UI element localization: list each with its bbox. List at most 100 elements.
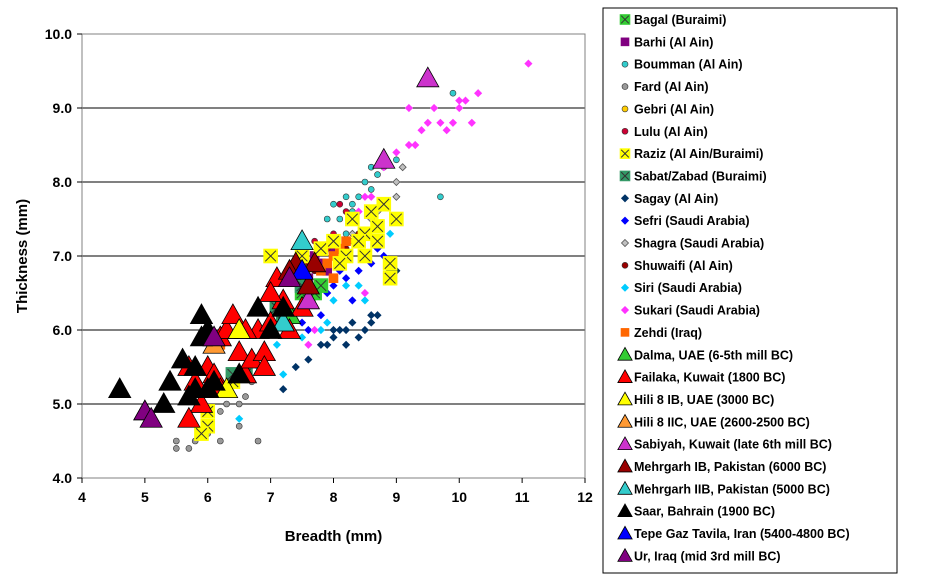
data-point [341, 236, 351, 246]
data-point [235, 414, 244, 423]
data-point [296, 288, 321, 310]
data-point [323, 340, 332, 349]
legend-entry: Sefri (Saudi Arabia) [620, 214, 750, 228]
legend-marker [617, 346, 633, 361]
data-point [290, 258, 314, 280]
data-point [246, 295, 270, 317]
data-point [227, 340, 251, 362]
data-point [360, 192, 370, 201]
legend-marker [620, 283, 630, 292]
data-point [158, 369, 182, 391]
data-point [139, 406, 163, 428]
data-point [221, 303, 245, 325]
data-point [374, 171, 381, 178]
data-point [392, 148, 401, 157]
series-9 [279, 266, 401, 394]
legend-label: Sukari (Saudi Arabia) [634, 304, 760, 318]
legend-label: Saar, Bahrain (1900 BC) [634, 505, 775, 519]
legend-entry: Sukari (Saudi Arabia) [620, 304, 760, 318]
data-point [449, 89, 457, 97]
legend-entry: Bagal (Buraimi) [619, 13, 726, 27]
data-point [202, 325, 226, 347]
legend-label: Siri (Saudi Arabia) [634, 281, 742, 295]
data-point [389, 211, 404, 227]
legend-entry: Dalma, UAE (6-5th mill BC) [617, 346, 793, 362]
data-point [348, 318, 357, 327]
legend-label: Shagra (Saudi Arabia) [634, 237, 764, 251]
data-point [152, 391, 176, 413]
legend-entry: Sagay (Al Ain) [620, 192, 718, 206]
data-point [258, 317, 283, 339]
data-point [332, 256, 348, 271]
data-point [398, 163, 407, 172]
data-point [367, 318, 376, 327]
axis-ticks: 4.0 5.0 6.0 7.0 8.0 9.0 10.0 4 5 6 7 8 9 10 11 12 [45, 26, 593, 505]
legend-marker [620, 37, 630, 47]
data-point [436, 118, 445, 127]
legend-entry: Hili 8 IB, UAE (3000 BC) [617, 391, 774, 407]
data-point [279, 370, 288, 379]
data-point [524, 59, 533, 68]
legend-marker [617, 503, 633, 518]
data-point [304, 355, 313, 364]
legend-entry: Lulu (Al Ain) [621, 125, 708, 139]
data-point [335, 325, 344, 335]
legend-label: Shuwaifi (Al Ain) [634, 259, 733, 273]
data-point [360, 325, 370, 335]
legend-marker [620, 238, 630, 248]
data-point [107, 377, 132, 399]
data-point [342, 340, 351, 349]
x-tick-label: 8 [330, 489, 338, 505]
data-point [202, 369, 226, 391]
x-tick-label: 7 [267, 489, 275, 505]
legend-label: Mehrgarh IB, Pakistan (6000 BC) [634, 460, 826, 474]
legend-label: Boumman (Al Ain) [634, 58, 743, 72]
data-point [258, 280, 283, 302]
legend-box [602, 7, 898, 574]
legend-marker [621, 262, 629, 269]
y-tick-label: 6.0 [53, 322, 73, 338]
legend-label: Hili 8 IIC, UAE (2600-2500 BC) [634, 415, 810, 429]
data-point [423, 118, 432, 127]
data-point [351, 233, 366, 249]
data-point [304, 325, 313, 335]
data-point [194, 426, 209, 441]
legend-marker [617, 436, 633, 450]
legend-marker [620, 216, 630, 225]
legend-label: Bagal (Buraimi) [634, 13, 726, 27]
legend-marker [621, 127, 629, 135]
legend-entry: Sabat/Zabad (Buraimi) [619, 169, 767, 183]
legend-entry: Ur, Iraq (mid 3rd mill BC) [617, 547, 781, 563]
data-point [302, 251, 327, 273]
legend-label: Sagay (Al Ain) [634, 192, 718, 206]
series-25 [133, 266, 302, 428]
x-tick-label: 6 [204, 489, 212, 505]
data-point [316, 340, 325, 349]
data-point [370, 219, 385, 234]
data-point [242, 393, 249, 400]
legend-marker [620, 305, 630, 315]
data-point [330, 200, 337, 208]
data-point [313, 241, 329, 256]
x-tick-label: 9 [392, 489, 400, 505]
legend-entry: Zehdi (Iraq) [620, 326, 702, 340]
x-tick-label: 10 [451, 489, 467, 505]
legend-label: Fard (Al Ain) [634, 80, 709, 94]
legend-marker [619, 170, 631, 182]
data-point [386, 229, 395, 238]
legend-label: Tepe Gaz Tavila, Iran (5400-4800 BC) [634, 527, 850, 541]
data-point [290, 229, 314, 251]
legend-entry: Raziz (Al Ain/Buraimi) [619, 147, 763, 161]
data-point [189, 303, 214, 325]
y-tick-label: 4.0 [53, 470, 73, 486]
legend-label: Hili 8 IB, UAE (3000 BC) [634, 393, 774, 407]
legend-entry: Boumman (Al Ain) [621, 58, 743, 72]
legend-label: Zehdi (Iraq) [634, 326, 702, 340]
data-point [277, 266, 302, 288]
y-tick-label: 10.0 [45, 26, 72, 42]
data-point [235, 400, 243, 408]
data-point [322, 258, 333, 269]
data-point [461, 96, 470, 105]
legend-entry: Mehrgarh IIB, Pakistan (5000 BC) [617, 480, 830, 496]
